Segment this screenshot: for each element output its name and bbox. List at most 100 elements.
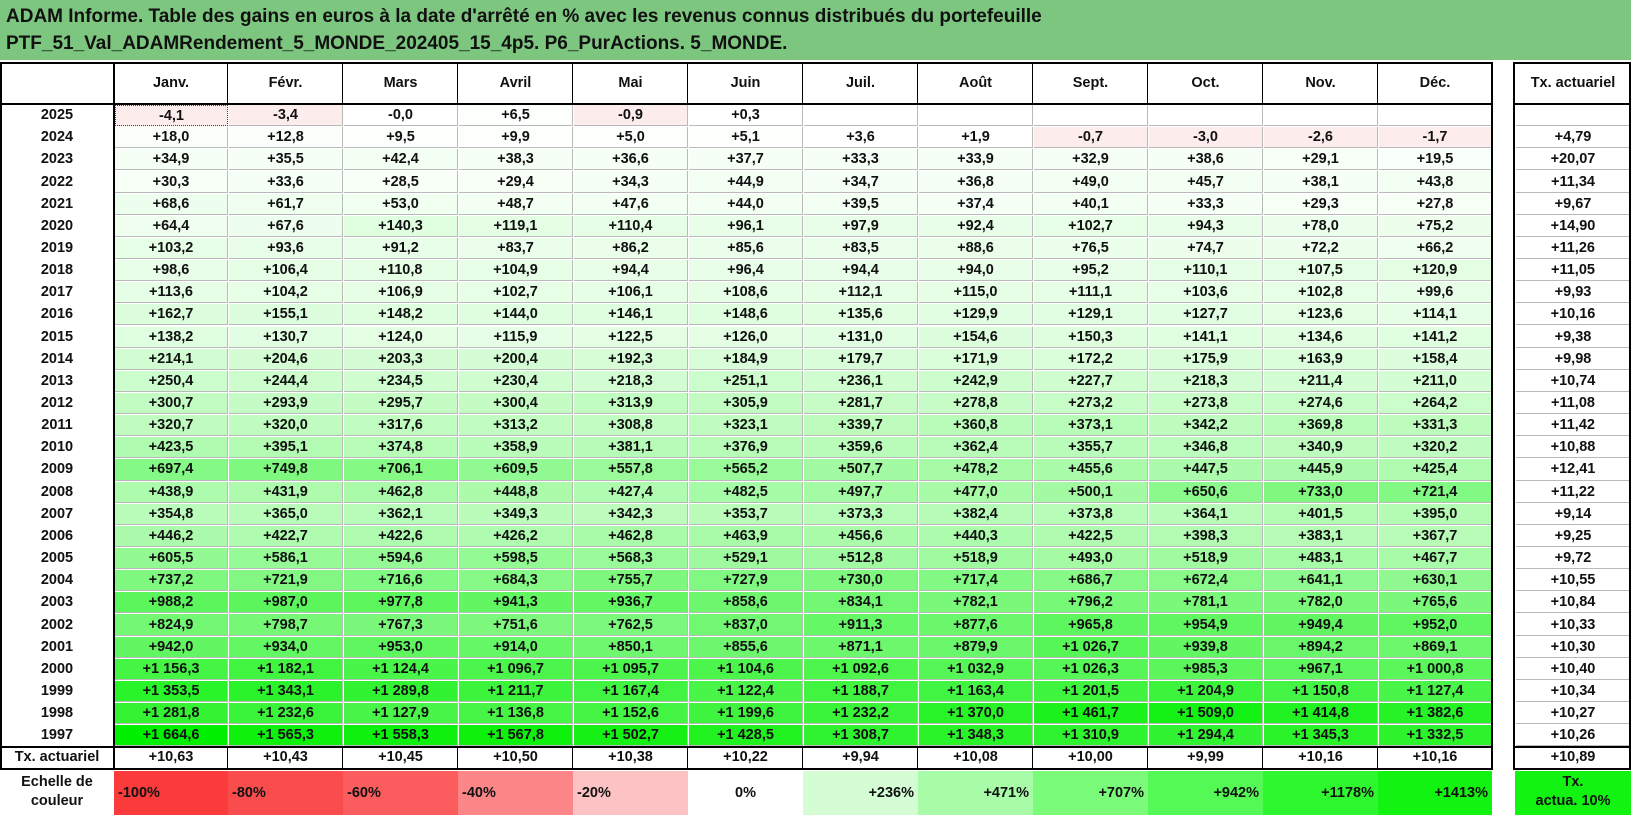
gain-cell: +38,3: [459, 149, 573, 171]
gain-cell: +1 332,5: [1379, 725, 1492, 747]
gain-cell: +129,1: [1034, 304, 1148, 326]
gain-cell: +140,3: [344, 215, 458, 237]
gain-cell: +34,9: [115, 149, 228, 171]
year-label: 2022: [0, 170, 114, 193]
gain-cell: +230,4: [459, 370, 573, 392]
gain-cell: +1 201,5: [1034, 680, 1148, 703]
year-label: 2017: [0, 281, 114, 304]
gain-cell: [1264, 105, 1378, 127]
gain-cell: +242,9: [919, 370, 1033, 392]
gain-cell: +767,3: [344, 614, 458, 636]
gain-cell: +395,1: [229, 437, 343, 459]
gain-cell: +119,1: [459, 215, 573, 237]
gain-cell: +120,9: [1379, 260, 1492, 282]
gain-cell: +34,7: [804, 171, 918, 193]
gain-cell: +423,5: [115, 437, 228, 459]
color-scale-label: Echelle de couleur: [0, 773, 114, 815]
gain-cell: +641,1: [1264, 570, 1378, 592]
tx-actuariel-cell: +4,79: [1516, 127, 1630, 149]
gain-cell: +115,0: [919, 282, 1033, 304]
gain-cell: +134,6: [1264, 326, 1378, 348]
gain-cell: +98,6: [115, 260, 228, 282]
gain-cell: +422,6: [344, 525, 458, 547]
tx-actuariel-cell: +10,55: [1516, 570, 1630, 592]
gain-cell: +934,0: [229, 636, 343, 658]
tx-actuariel-cell: +10,16: [1516, 304, 1630, 326]
gain-cell: +1 122,4: [689, 680, 803, 703]
gain-cell: +1 382,6: [1379, 703, 1492, 725]
gain-cell: +869,1: [1379, 636, 1492, 658]
gain-cell: +796,2: [1034, 592, 1148, 614]
gain-cell: +721,9: [229, 570, 343, 592]
gain-cell: +373,8: [1034, 503, 1148, 525]
gain-cell: +401,5: [1264, 503, 1378, 525]
tx-row-cell: +10,22: [688, 746, 803, 769]
tx-actuariel-cell: +11,22: [1516, 481, 1630, 503]
tx-col-left-border: [1513, 62, 1515, 771]
gain-cell: +106,1: [574, 282, 688, 304]
year-label: 1998: [0, 702, 114, 725]
tx-actuariel-cell: +12,41: [1516, 459, 1630, 481]
gain-cell: +483,1: [1264, 548, 1378, 570]
gain-cell: +374,8: [344, 437, 458, 459]
month-header-separator: [572, 62, 573, 104]
gain-cell: +422,7: [229, 525, 343, 547]
gain-cell: +936,7: [574, 592, 688, 614]
gain-cell: +360,8: [919, 415, 1033, 437]
year-label: 2008: [0, 480, 114, 503]
gain-cell: +1 000,8: [1379, 658, 1492, 680]
gain-cell: +154,6: [919, 326, 1033, 348]
gain-cell: +855,6: [689, 636, 803, 658]
gain-cell: +102,8: [1264, 282, 1378, 304]
gain-cell: +594,6: [344, 548, 458, 570]
year-label: 1997: [0, 724, 114, 747]
tx-row-separator: [1377, 746, 1378, 769]
gain-cell: +977,8: [344, 592, 458, 614]
gain-cell: +467,7: [1379, 548, 1492, 570]
table-left-border: [0, 62, 2, 771]
gain-cell: +131,0: [804, 326, 918, 348]
tx-row-separator: [342, 746, 343, 769]
gain-cell: +37,7: [689, 149, 803, 171]
gain-cell: +684,3: [459, 570, 573, 592]
gain-cell: +236,1: [804, 370, 918, 392]
gain-cell: +163,9: [1264, 348, 1378, 370]
gain-cell: +323,1: [689, 415, 803, 437]
gain-cell: +12,8: [229, 127, 343, 149]
month-header: Sept.: [1072, 75, 1109, 91]
gain-cell: +320,7: [115, 415, 228, 437]
year-label: 1999: [0, 679, 114, 703]
gain-cell: +894,2: [1264, 636, 1378, 658]
gain-cell: +529,1: [689, 548, 803, 570]
gain-cell: +251,1: [689, 370, 803, 392]
gain-cell: +64,4: [115, 215, 228, 237]
gain-cell: +448,8: [459, 481, 573, 503]
tx-actuariel-cell: +11,42: [1516, 415, 1630, 437]
gain-cell: +150,3: [1034, 326, 1148, 348]
tx-actuariel-cell: +9,72: [1516, 548, 1630, 570]
month-header-separator: [1377, 62, 1378, 104]
gain-cell: +939,8: [1149, 636, 1263, 658]
gain-cell: +96,4: [689, 260, 803, 282]
gain-cell: +1 294,4: [1149, 725, 1263, 747]
gain-cell: +1 664,6: [115, 725, 228, 747]
month-header: Janv.: [152, 75, 189, 91]
gain-cell: +1 558,3: [344, 725, 458, 747]
gain-cell: +99,6: [1379, 282, 1492, 304]
gain-cell: +1 461,7: [1034, 703, 1148, 725]
gain-cell: +129,9: [919, 304, 1033, 326]
gain-cell: +112,1: [804, 282, 918, 304]
year-label: 2007: [0, 502, 114, 525]
gain-cell: +1 232,2: [804, 703, 918, 725]
gain-cell: +568,3: [574, 548, 688, 570]
gain-cell: +86,2: [574, 237, 688, 260]
tx-actuariel-cell: +10,33: [1516, 614, 1630, 636]
gain-cell: +61,7: [229, 193, 343, 215]
gain-cell: +1 163,4: [919, 680, 1033, 703]
gain-cell: [919, 105, 1033, 127]
gain-cell: +762,5: [574, 614, 688, 636]
gain-cell: +733,0: [1264, 481, 1378, 503]
gain-cell: +35,5: [229, 149, 343, 171]
month-header-separator: [1147, 62, 1148, 104]
tx-actuariel-cell: +9,14: [1516, 503, 1630, 525]
